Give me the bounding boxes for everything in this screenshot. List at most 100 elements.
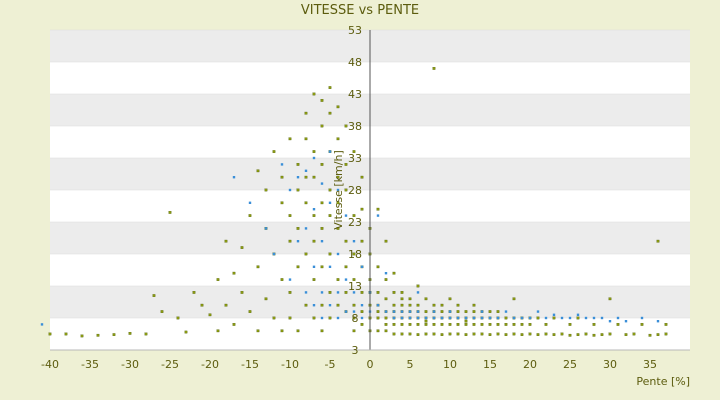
data-point — [576, 316, 580, 320]
data-point — [288, 316, 292, 320]
data-point — [128, 332, 132, 335]
data-point — [328, 316, 332, 320]
data-point — [288, 137, 292, 141]
data-point — [360, 175, 364, 179]
data-point — [592, 316, 596, 320]
data-point — [264, 227, 268, 230]
data-point — [408, 310, 412, 313]
data-point — [552, 316, 556, 320]
data-point — [528, 332, 532, 336]
x-tick-label: 35 — [643, 358, 657, 371]
data-point — [472, 310, 476, 313]
data-point — [64, 332, 68, 336]
x-tick-label: -40 — [41, 358, 59, 371]
y-tick-label: 3 — [352, 344, 359, 357]
data-point — [488, 333, 492, 336]
data-point — [440, 333, 444, 336]
data-point — [296, 227, 300, 230]
data-point — [232, 271, 236, 275]
data-point — [248, 310, 252, 313]
data-point — [568, 333, 572, 337]
x-tick-label: -20 — [201, 358, 219, 371]
data-point — [536, 316, 540, 320]
data-point — [400, 297, 404, 301]
data-point — [416, 303, 420, 307]
data-point — [96, 333, 100, 337]
data-point — [408, 297, 412, 301]
data-point — [336, 188, 340, 192]
data-point — [448, 310, 452, 313]
data-point — [336, 175, 340, 179]
data-point — [232, 176, 236, 179]
data-point — [320, 227, 324, 230]
data-point — [304, 137, 308, 141]
data-point — [512, 297, 516, 301]
data-point — [440, 310, 444, 313]
data-point — [288, 239, 292, 243]
data-point — [360, 265, 364, 268]
data-point — [328, 86, 332, 89]
data-point — [256, 265, 260, 269]
data-point — [528, 323, 532, 326]
data-point — [488, 316, 492, 320]
data-point — [384, 278, 388, 281]
data-point — [392, 316, 396, 320]
data-point — [408, 303, 412, 307]
data-point — [312, 265, 316, 268]
data-point — [496, 310, 500, 313]
data-point — [256, 169, 260, 173]
data-point — [456, 316, 460, 320]
data-point — [344, 188, 348, 192]
data-point — [496, 323, 500, 326]
data-point — [392, 303, 396, 307]
data-point — [600, 316, 604, 320]
data-point — [352, 214, 356, 217]
x-tick-label: -25 — [161, 358, 179, 371]
data-point — [304, 303, 308, 307]
data-point — [520, 333, 524, 336]
data-point — [360, 316, 364, 320]
data-point — [288, 214, 292, 217]
data-point — [304, 175, 308, 179]
data-point — [520, 316, 524, 320]
data-point — [488, 323, 492, 326]
data-point — [144, 332, 148, 336]
data-point — [416, 316, 420, 320]
data-point — [312, 304, 316, 307]
data-point — [400, 291, 404, 294]
data-point — [512, 316, 516, 320]
data-point — [320, 124, 324, 128]
data-point — [288, 291, 292, 294]
data-point — [480, 332, 484, 336]
x-tick-label: -10 — [281, 358, 299, 371]
data-point — [328, 150, 332, 153]
data-point — [560, 332, 564, 336]
data-point — [416, 284, 420, 288]
data-point — [496, 332, 500, 336]
data-point — [336, 227, 340, 230]
data-point — [552, 313, 556, 316]
data-point — [296, 176, 300, 179]
data-point — [392, 310, 396, 313]
data-point — [376, 291, 380, 294]
data-point — [312, 92, 316, 96]
data-point — [664, 323, 668, 326]
data-point — [376, 329, 380, 333]
data-point — [384, 297, 388, 301]
data-point — [432, 323, 436, 326]
data-point — [352, 303, 356, 307]
data-point — [160, 310, 164, 313]
data-point — [320, 303, 324, 307]
data-point — [616, 316, 620, 320]
data-point — [320, 182, 324, 185]
data-point — [288, 188, 292, 192]
data-point — [296, 163, 300, 166]
data-point — [512, 323, 516, 326]
data-point — [568, 323, 572, 326]
data-point — [608, 332, 612, 336]
data-point — [336, 252, 340, 256]
data-point — [352, 291, 356, 294]
data-point — [376, 316, 380, 320]
data-point — [432, 332, 436, 336]
data-point — [248, 201, 252, 204]
